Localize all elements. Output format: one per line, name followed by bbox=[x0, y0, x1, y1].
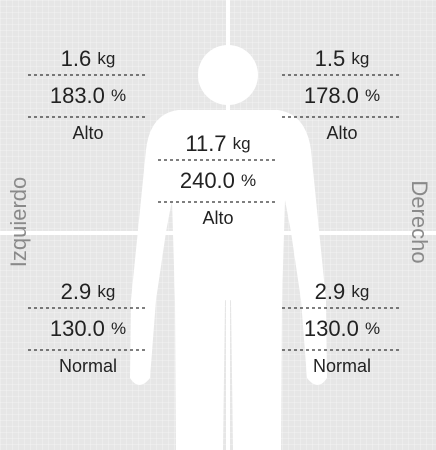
mass: 11.7 bbox=[185, 131, 226, 156]
mass-value: 2.9 kg bbox=[315, 279, 370, 304]
status: Alto bbox=[326, 123, 357, 143]
mass: 1.5 bbox=[315, 46, 346, 71]
percent-value: 240.0 % bbox=[180, 168, 256, 193]
mass-value: 2.9 kg bbox=[61, 279, 116, 304]
mass-unit: kg bbox=[97, 282, 115, 301]
percent-value: 130.0 % bbox=[304, 316, 380, 341]
mass-value: 11.7 kg bbox=[185, 131, 250, 156]
percent-unit: % bbox=[111, 86, 126, 105]
status: Normal bbox=[59, 356, 117, 376]
percent-value: 130.0 % bbox=[50, 316, 126, 341]
percent: 183.0 bbox=[50, 83, 105, 108]
status: Alto bbox=[202, 208, 233, 228]
side-label-right: Derecho bbox=[407, 180, 432, 263]
percent-value: 178.0 % bbox=[304, 83, 380, 108]
mass-value: 1.5 kg bbox=[315, 46, 370, 71]
percent: 178.0 bbox=[304, 83, 359, 108]
mass-unit: kg bbox=[351, 282, 369, 301]
status: Alto bbox=[72, 123, 103, 143]
percent-unit: % bbox=[365, 319, 380, 338]
mass: 2.9 bbox=[315, 279, 346, 304]
percent-unit: % bbox=[111, 319, 126, 338]
mass: 2.9 bbox=[61, 279, 92, 304]
body-composition-panel: Izquierdo Derecho 1.6 kg 183.0 % Alto 1.5 k… bbox=[0, 0, 436, 450]
percent: 240.0 bbox=[180, 168, 235, 193]
mass-unit: kg bbox=[351, 49, 369, 68]
percent-unit: % bbox=[365, 86, 380, 105]
status: Normal bbox=[313, 356, 371, 376]
percent: 130.0 bbox=[304, 316, 359, 341]
mass: 1.6 bbox=[61, 46, 92, 71]
percent: 130.0 bbox=[50, 316, 105, 341]
side-label-left: Izquierdo bbox=[6, 177, 31, 268]
mass-unit: kg bbox=[233, 134, 251, 153]
mass-value: 1.6 kg bbox=[61, 46, 116, 71]
mass-unit: kg bbox=[97, 49, 115, 68]
percent-value: 183.0 % bbox=[50, 83, 126, 108]
percent-unit: % bbox=[241, 171, 256, 190]
